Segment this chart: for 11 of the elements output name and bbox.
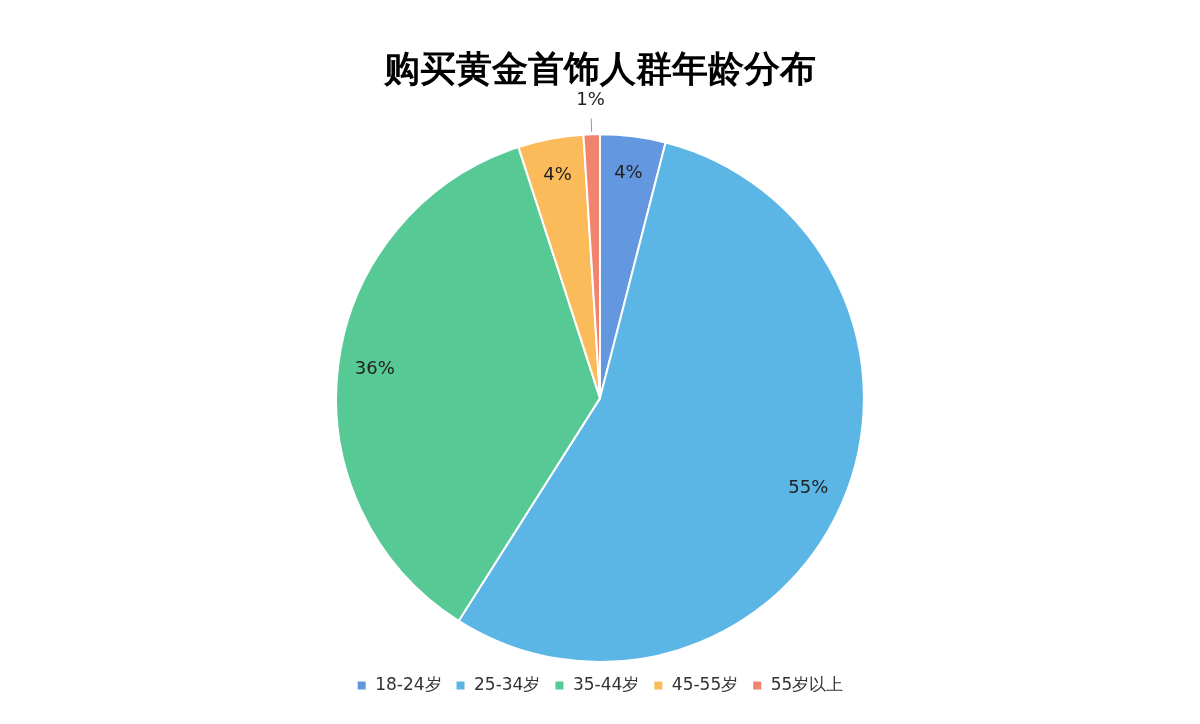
legend-label: 35-44岁: [572, 673, 640, 694]
data-label: 4%: [614, 160, 643, 182]
chart-title: 购买黄金首饰人群年龄分布: [383, 47, 816, 89]
legend-label: 55岁以上: [770, 673, 844, 694]
data-label: 36%: [354, 357, 395, 379]
legend-label: 25-34岁: [474, 673, 541, 694]
data-label: 4%: [543, 162, 572, 184]
data-label: 1%: [576, 87, 605, 109]
legend-label: 18-24岁: [375, 673, 442, 694]
legend-label: 45-55岁: [671, 673, 739, 694]
data-label: 55%: [788, 475, 829, 497]
